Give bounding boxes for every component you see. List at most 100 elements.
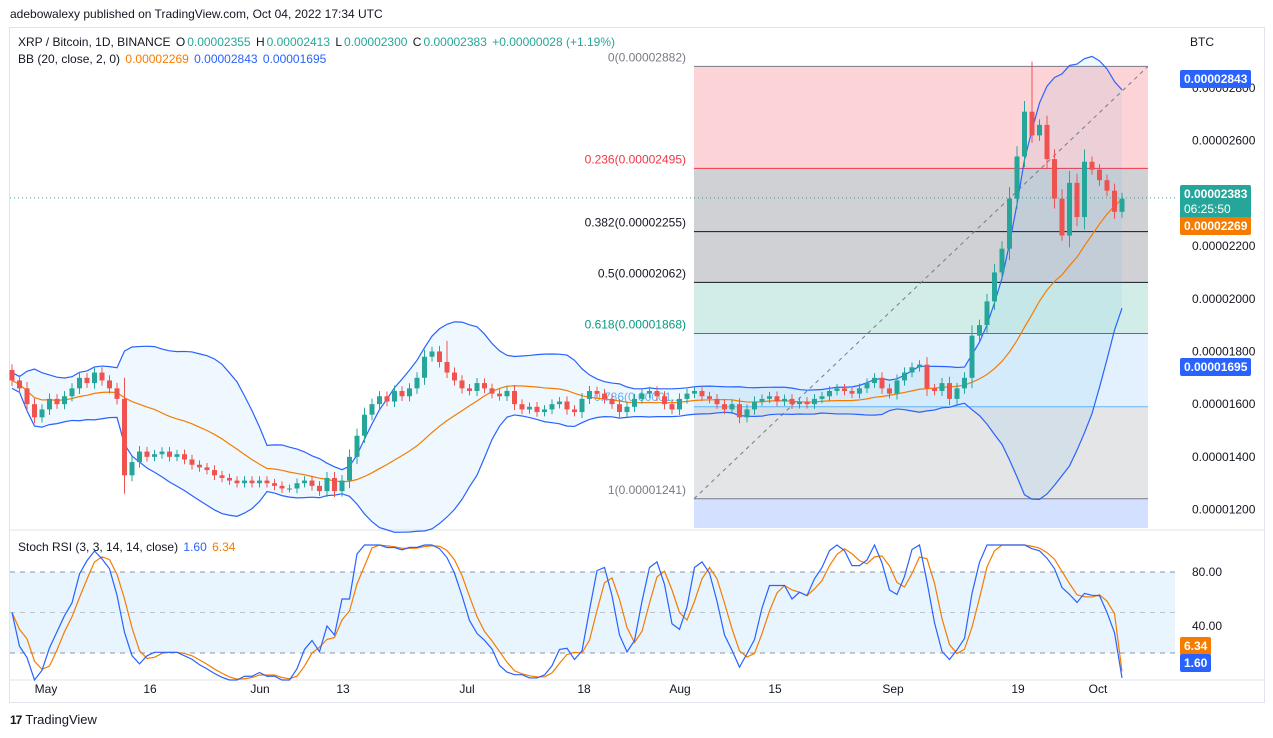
candle-body <box>122 398 127 476</box>
change-value: +0.00000028 (+1.19%) <box>492 35 615 49</box>
candle-body <box>362 414 367 436</box>
candle-body <box>677 398 682 410</box>
candle-body <box>1089 161 1095 170</box>
bb-upper-value: 0.00002843 <box>194 52 258 66</box>
candle-body <box>114 388 120 399</box>
candle-body <box>9 369 15 381</box>
currency-label: BTC <box>1190 35 1214 49</box>
candle-body <box>77 377 82 389</box>
time-axis-label: Oct <box>1089 682 1108 696</box>
candle-body <box>602 393 607 399</box>
candle-body <box>947 383 952 399</box>
candle-body <box>804 401 810 405</box>
candle-body <box>69 388 75 397</box>
candle-body <box>242 480 247 484</box>
candle-body <box>354 435 360 457</box>
candle-body <box>99 372 105 381</box>
candle-body <box>174 454 180 457</box>
fib-zone <box>694 406 1148 499</box>
candle-body <box>1104 180 1110 191</box>
candle-body <box>1014 156 1020 199</box>
bb-label: BB (20, close, 2, 0) <box>18 52 121 66</box>
rsi-band-fill <box>10 572 1175 653</box>
candle-body <box>1074 182 1080 218</box>
candle-body <box>557 401 562 405</box>
bb-basis-line <box>11 198 1123 483</box>
price-axis-label: 0.00001800 <box>1192 344 1256 358</box>
candle-body <box>654 390 660 397</box>
low-label: L <box>335 35 343 49</box>
candle-body <box>17 380 22 389</box>
stoch-rsi-label: Stoch RSI (3, 3, 14, 14, close) <box>18 540 179 554</box>
candle-body <box>414 377 420 389</box>
time-axis-label: May <box>35 682 58 696</box>
time-axis-label: 16 <box>143 682 157 696</box>
fib-zone <box>694 282 1148 334</box>
close-label: C <box>412 35 422 49</box>
candle-body <box>872 377 877 384</box>
candle-body <box>107 380 112 389</box>
candle-body <box>767 396 772 399</box>
candle-body <box>1067 182 1072 236</box>
candle-body <box>294 483 300 489</box>
candle-body <box>377 396 382 405</box>
candle-body <box>744 409 750 418</box>
candle-body <box>797 401 802 405</box>
time-axis-label: Aug <box>669 682 690 696</box>
candle-body <box>467 388 472 391</box>
candle-body <box>707 396 712 399</box>
candle-body <box>324 477 330 492</box>
candle-body <box>684 393 690 399</box>
candle-body <box>429 351 435 357</box>
candle-body <box>647 390 652 394</box>
candle-body <box>1059 198 1065 236</box>
price-axis-label: 0.00001200 <box>1192 503 1256 517</box>
countdown-text: 06:25:50 <box>1184 202 1231 216</box>
candle-body <box>339 480 345 492</box>
fib-label: 0(0.00002882) <box>608 50 686 64</box>
candle-body <box>827 390 832 397</box>
candle-body <box>834 388 840 391</box>
candle-body <box>729 404 735 410</box>
candle-body <box>444 362 450 373</box>
candle-body <box>752 401 757 410</box>
stoch-rsi-legend: Stoch RSI (3, 3, 14, 14, close) 1.60 6.3… <box>18 540 237 554</box>
rsi-axis-label: 40.00 <box>1192 619 1222 633</box>
candle-body <box>924 364 930 389</box>
candle-body <box>737 404 742 418</box>
candle-body <box>167 451 172 457</box>
candle-body <box>842 388 847 391</box>
fib-label: 0.382(0.00002255) <box>585 216 686 230</box>
candle-body <box>1097 169 1102 181</box>
candle-body <box>279 485 285 489</box>
candle-body <box>452 372 457 381</box>
candle-body <box>152 454 157 457</box>
candle-body <box>1029 111 1035 136</box>
stoch-d-line <box>11 544 1123 680</box>
candle-body <box>309 480 315 486</box>
candle-body <box>879 377 885 389</box>
candle-body <box>62 396 67 405</box>
close-value: 0.00002383 <box>423 35 487 49</box>
candle-body <box>84 377 90 384</box>
fib-trend-line <box>693 65 1149 500</box>
time-axis-label: 19 <box>1011 682 1025 696</box>
bb-fill <box>12 56 1122 533</box>
candle-body <box>789 398 795 405</box>
candle-body <box>249 480 255 484</box>
candle-body <box>722 404 727 410</box>
candle-body <box>527 406 532 410</box>
stoch-k-line <box>11 543 1123 682</box>
bb-lower-line <box>11 307 1123 533</box>
candle-body <box>504 390 510 397</box>
candle-body <box>594 390 600 394</box>
candle-body <box>489 388 495 394</box>
candle-body <box>204 467 210 471</box>
footer-brand[interactable]: 17 TradingView <box>10 712 97 727</box>
candle-body <box>579 398 585 413</box>
candle-body <box>534 406 540 413</box>
candle-body <box>902 372 907 381</box>
candle-body <box>227 477 232 481</box>
candle-body <box>849 390 855 394</box>
